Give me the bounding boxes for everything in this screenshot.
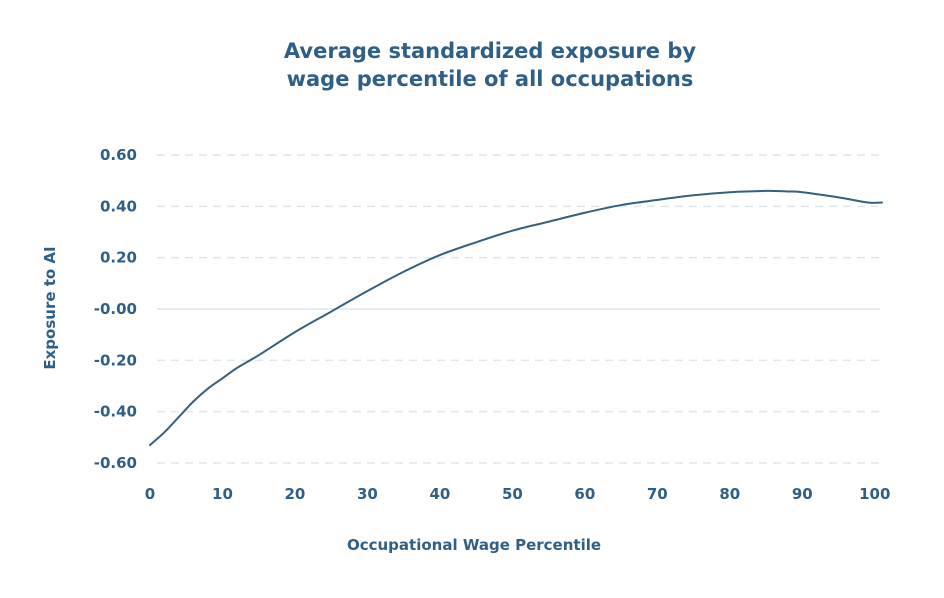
x-tick-label: 30 xyxy=(357,485,378,503)
chart-title-line-2: wage percentile of all occupations xyxy=(287,67,694,91)
x-axis-label: Occupational Wage Percentile xyxy=(347,536,601,554)
y-tick-label: 0.60 xyxy=(100,146,137,164)
x-tick-label: 100 xyxy=(859,485,890,503)
y-axis-ticks: 0.60 0.40 0.20 -0.00 -0.20 -0.40 -0.60 xyxy=(94,146,137,472)
x-tick-label: 40 xyxy=(429,485,450,503)
y-tick-label: -0.40 xyxy=(94,403,137,421)
x-tick-label: 50 xyxy=(502,485,523,503)
y-tick-label: 0.20 xyxy=(100,249,137,267)
x-tick-label: 90 xyxy=(792,485,813,503)
x-tick-label: 70 xyxy=(647,485,668,503)
x-axis-ticks: 0 10 20 30 40 50 60 70 80 90 100 xyxy=(145,485,891,503)
y-tick-label: -0.20 xyxy=(94,351,137,369)
y-tick-label: -0.60 xyxy=(94,454,137,472)
x-tick-label: 10 xyxy=(212,485,233,503)
x-tick-label: 80 xyxy=(719,485,740,503)
gridlines xyxy=(157,154,880,464)
y-tick-label: -0.00 xyxy=(94,300,137,318)
chart-title-line-1: Average standardized exposure by xyxy=(284,39,696,63)
x-tick-label: 20 xyxy=(285,485,306,503)
y-tick-label: 0.40 xyxy=(100,197,137,215)
x-tick-label: 60 xyxy=(574,485,595,503)
series-line xyxy=(149,189,883,447)
series-layer xyxy=(149,189,883,447)
x-tick-label: 0 xyxy=(145,485,155,503)
y-axis-label: Exposure to AI xyxy=(41,246,59,369)
